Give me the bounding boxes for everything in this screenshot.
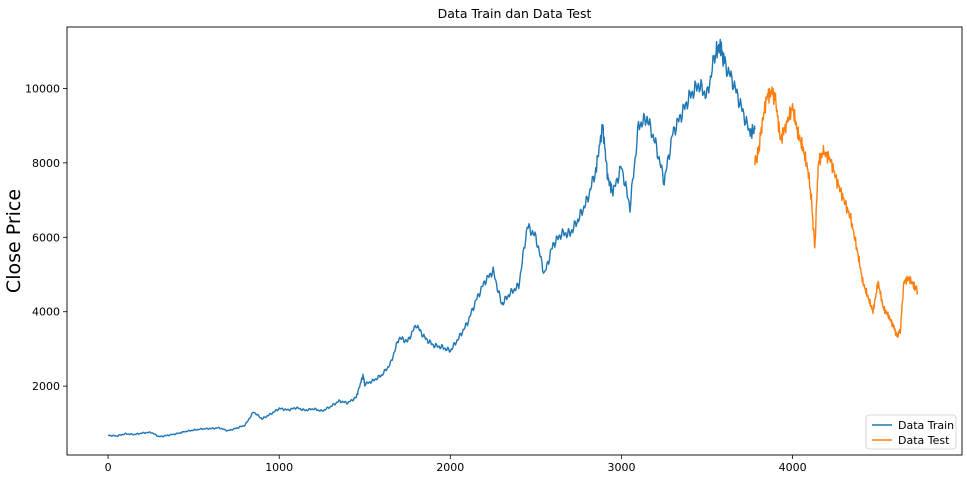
x-tick-label: 4000	[779, 461, 807, 474]
y-axis-ticks: 2000 4000 6000 8000 10000	[25, 82, 67, 393]
y-tick-label: 2000	[32, 380, 60, 393]
legend: Data Train Data Test	[865, 414, 957, 450]
x-axis-ticks: 0 1000 2000 3000 4000	[105, 455, 807, 474]
x-tick-label: 3000	[607, 461, 635, 474]
chart-title: Data Train dan Data Test	[438, 6, 592, 21]
x-tick-label: 0	[105, 461, 112, 474]
y-axis-label: Close Price	[3, 189, 25, 293]
x-tick-label: 1000	[265, 461, 293, 474]
axes-frame	[66, 26, 963, 456]
y-tick-label: 6000	[32, 231, 60, 244]
legend-entry-label: Data Test	[898, 434, 950, 447]
plot-area	[66, 26, 963, 456]
y-tick-label: 8000	[32, 157, 60, 170]
y-tick-label: 10000	[25, 82, 60, 95]
legend-entry-label: Data Train	[898, 419, 954, 432]
y-tick-label: 4000	[32, 306, 60, 319]
series-line-data-test	[754, 86, 919, 338]
series-layer	[107, 38, 919, 438]
x-tick-label: 2000	[436, 461, 464, 474]
series-line-data-train	[107, 38, 756, 438]
